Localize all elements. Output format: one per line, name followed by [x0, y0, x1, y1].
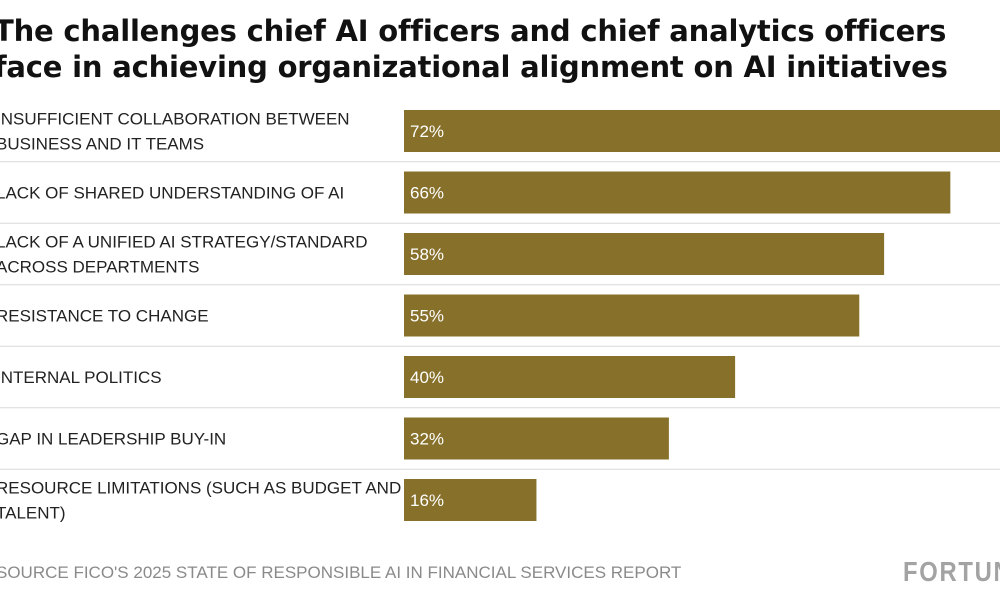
category-label: LACK OF A UNIFIED AI STRATEGY/STANDARD AC…	[0, 233, 368, 277]
category-label: RESISTANCE TO CHANGE	[0, 307, 209, 326]
bar-value-label: 58%	[410, 245, 444, 264]
bar	[404, 171, 951, 214]
category-label: INTERNAL POLITICS	[0, 368, 162, 387]
source-note: SOURCE FICO'S 2025 STATE OF RESPONSIBLE …	[0, 563, 682, 582]
bar-value-label: 66%	[410, 184, 444, 203]
bar-value-label: 40%	[410, 368, 444, 387]
category-label: GAP IN LEADERSHIP BUY-IN	[0, 430, 226, 449]
chart-title: The challenges chief AI officers and chi…	[0, 14, 948, 84]
bar	[404, 294, 860, 337]
bar	[404, 233, 885, 275]
category-label: LACK OF SHARED UNDERSTANDING OF AI	[0, 184, 344, 203]
bar-value-label: 32%	[410, 430, 444, 449]
category-label: INSUFFICIENT COLLABORATION BETWEEN BUSINE…	[0, 110, 350, 154]
bar-value-label: 16%	[410, 491, 444, 510]
bar-value-label: 55%	[410, 307, 444, 326]
bar	[404, 110, 1000, 152]
bar	[404, 356, 736, 398]
fortune-logo: FORTUNE	[903, 556, 1000, 587]
bar	[404, 479, 537, 521]
bar-value-label: 72%	[410, 122, 444, 141]
category-label: RESOURCE LIMITATIONS (SUCH AS BUDGET AND…	[0, 479, 401, 523]
bar	[404, 417, 669, 460]
